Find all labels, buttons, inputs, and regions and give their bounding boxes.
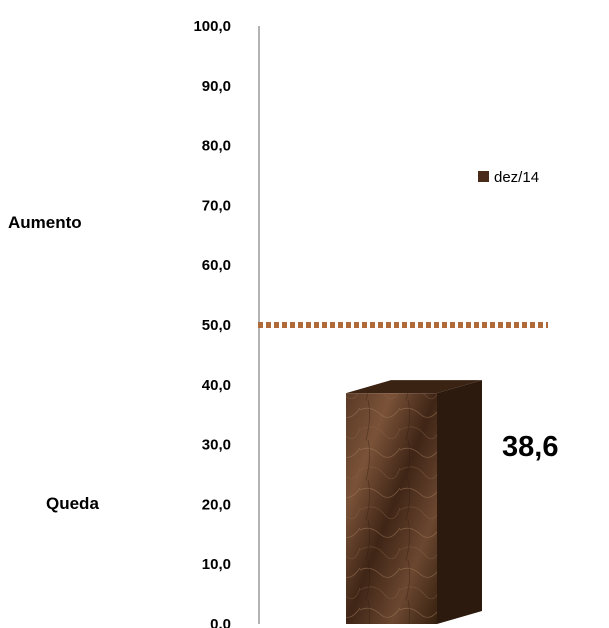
y-tick-label: 10,0 [202, 556, 231, 573]
legend: dez/14 [478, 169, 539, 186]
bar-top-face [346, 380, 482, 394]
y-tick-label: 0.0 [210, 616, 231, 628]
side-label-lower: Queda [46, 494, 99, 513]
legend-label-dez14: dez/14 [494, 169, 539, 186]
y-tick-label: 50,0 [202, 317, 231, 334]
y-tick-label: 30,0 [202, 437, 231, 454]
side-label-upper: Aumento [8, 213, 82, 232]
y-tick-label: 80,0 [202, 138, 231, 155]
bar-side-face [437, 380, 482, 624]
y-tick-label: 70,0 [202, 197, 231, 214]
y-tick-label: 100,0 [193, 18, 231, 35]
y-tick-label: 90,0 [202, 78, 231, 95]
bars [346, 380, 482, 624]
data-label-dez14: 38,6 [502, 431, 558, 463]
bar-texture [346, 393, 437, 624]
y-tick-label: 60,0 [202, 257, 231, 274]
y-tick-label: 40,0 [202, 377, 231, 394]
y-tick-label: 20,0 [202, 496, 231, 513]
legend-swatch-dez14 [478, 171, 489, 182]
y-axis-ticks: 100,0 90,0 80,0 70,0 60,0 50,0 40,0 30,0 20,0 10,… [193, 18, 231, 628]
